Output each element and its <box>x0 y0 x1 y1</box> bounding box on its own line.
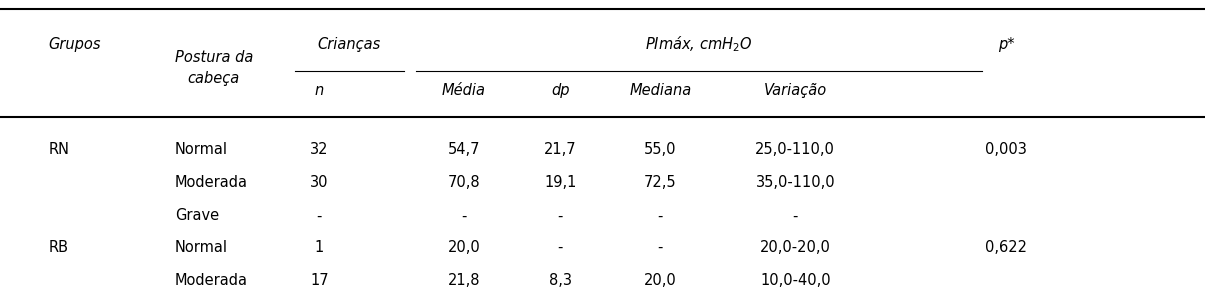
Text: 54,7: 54,7 <box>448 142 480 157</box>
Text: 17: 17 <box>310 273 329 288</box>
Text: 20,0: 20,0 <box>643 273 677 288</box>
Text: 32: 32 <box>310 142 329 157</box>
Text: 10,0-40,0: 10,0-40,0 <box>760 273 830 288</box>
Text: Moderada: Moderada <box>175 175 248 190</box>
Text: -: - <box>462 209 466 223</box>
Text: -: - <box>658 240 663 255</box>
Text: -: - <box>793 209 798 223</box>
Text: 35,0-110,0: 35,0-110,0 <box>756 175 835 190</box>
Text: -: - <box>558 240 563 255</box>
Text: 20,0-20,0: 20,0-20,0 <box>760 240 830 255</box>
Text: PImáx, cmH$_2$O: PImáx, cmH$_2$O <box>645 35 753 54</box>
Text: 0,003: 0,003 <box>986 142 1027 157</box>
Text: Variação: Variação <box>764 83 827 98</box>
Text: 72,5: 72,5 <box>643 175 677 190</box>
Text: 19,1: 19,1 <box>545 175 576 190</box>
Text: -: - <box>658 209 663 223</box>
Text: 21,7: 21,7 <box>543 142 577 157</box>
Text: 70,8: 70,8 <box>447 175 481 190</box>
Text: 55,0: 55,0 <box>645 142 676 157</box>
Text: Moderada: Moderada <box>175 273 248 288</box>
Text: Mediana: Mediana <box>629 83 692 98</box>
Text: RN: RN <box>48 142 69 157</box>
Text: dp: dp <box>551 83 570 98</box>
Text: Normal: Normal <box>175 240 228 255</box>
Text: Grave: Grave <box>175 209 219 223</box>
Text: 0,622: 0,622 <box>986 240 1027 255</box>
Text: 20,0: 20,0 <box>447 240 481 255</box>
Text: -: - <box>558 209 563 223</box>
Text: 1: 1 <box>315 240 324 255</box>
Text: Média: Média <box>442 83 486 98</box>
Text: n: n <box>315 83 324 98</box>
Text: 25,0-110,0: 25,0-110,0 <box>756 142 835 157</box>
Text: Postura da
cabeça: Postura da cabeça <box>175 50 253 86</box>
Text: Normal: Normal <box>175 142 228 157</box>
Text: Grupos: Grupos <box>48 37 101 52</box>
Text: RB: RB <box>48 240 69 255</box>
Text: 21,8: 21,8 <box>448 273 480 288</box>
Text: -: - <box>317 209 322 223</box>
Text: 30: 30 <box>310 175 329 190</box>
Text: 8,3: 8,3 <box>548 273 572 288</box>
Text: p*: p* <box>998 37 1015 52</box>
Text: Crianças: Crianças <box>318 37 381 52</box>
